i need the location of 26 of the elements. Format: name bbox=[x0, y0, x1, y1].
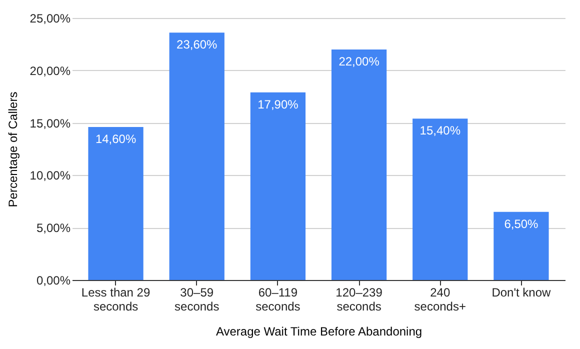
x-tick-label: Less than 29 seconds bbox=[81, 286, 150, 314]
data-label: 23,60% bbox=[176, 38, 218, 52]
y-axis-title: Percentage of Callers bbox=[6, 92, 20, 208]
data-label: 22,00% bbox=[338, 54, 380, 68]
data-label: 15,40% bbox=[420, 124, 461, 138]
bar bbox=[412, 118, 468, 280]
y-tick-label: 25,00% bbox=[30, 12, 71, 26]
data-label: 14,60% bbox=[95, 132, 136, 146]
x-axis-title: Average Wait Time Before Abandoning bbox=[216, 324, 422, 338]
bar bbox=[331, 49, 387, 280]
y-tick-label: 20,00% bbox=[30, 64, 71, 78]
bar bbox=[169, 32, 224, 280]
data-label: 6,50% bbox=[504, 216, 539, 231]
bar bbox=[250, 92, 306, 280]
y-tick-label: 0,00% bbox=[36, 274, 71, 288]
y-tick-label: 10,00% bbox=[30, 168, 71, 183]
x-tick-label: 120–239 seconds bbox=[336, 286, 383, 314]
y-tick-label: 5,00% bbox=[36, 221, 71, 236]
data-label: 17,90% bbox=[258, 97, 299, 112]
x-tick-label: 240 seconds+ bbox=[414, 286, 466, 314]
x-tick-label: 60–119 seconds bbox=[256, 286, 300, 314]
x-tick-label: 30–59 seconds bbox=[174, 286, 220, 314]
bar bbox=[88, 126, 144, 280]
x-tick-label: Don't know bbox=[492, 286, 552, 300]
bar bbox=[494, 212, 549, 280]
y-tick-label: 15,00% bbox=[30, 116, 71, 130]
